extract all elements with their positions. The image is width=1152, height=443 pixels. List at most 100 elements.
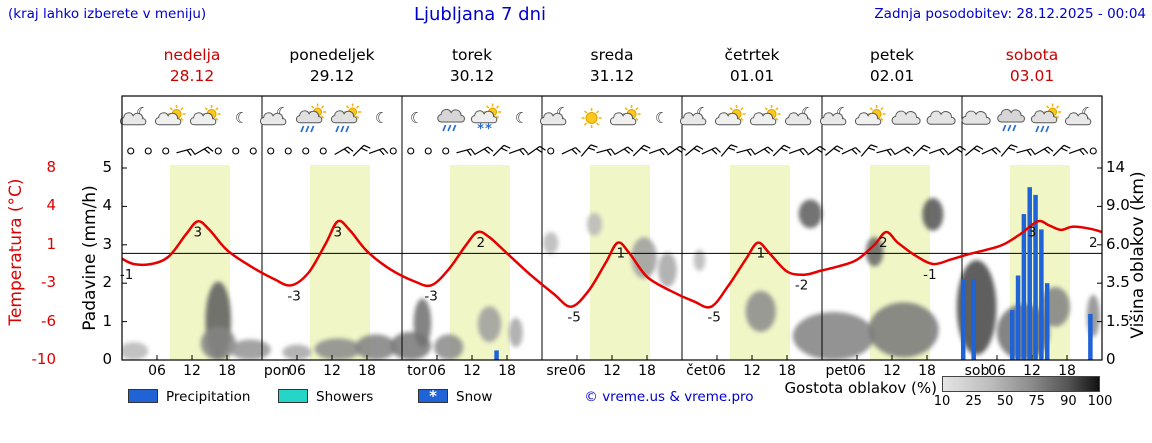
calm-wind-icon bbox=[319, 147, 327, 155]
svg-text:☾: ☾ bbox=[375, 109, 388, 127]
cloud-density-tick: 90 bbox=[1060, 394, 1077, 409]
svg-text:-3: -3 bbox=[424, 288, 437, 304]
calm-wind-icon bbox=[547, 147, 555, 155]
day-name: nedelja bbox=[163, 46, 221, 64]
wind-barb-icon bbox=[456, 148, 476, 156]
wind-barb-icon bbox=[508, 147, 529, 156]
hour-label: 06 bbox=[148, 363, 166, 379]
moon-icon: ☾ bbox=[515, 109, 528, 127]
cloud-moon-icon: ☾ bbox=[259, 104, 289, 126]
wind-barb-icon bbox=[685, 145, 704, 156]
day-name: sobota bbox=[1005, 46, 1059, 64]
cloud-axis-tick: 14 bbox=[1106, 158, 1126, 176]
hour-label: 12 bbox=[323, 363, 341, 379]
calm-wind-icon bbox=[162, 147, 170, 155]
calm-wind-icon bbox=[284, 147, 292, 155]
precip-axis-tick: 4 bbox=[102, 196, 112, 215]
day-header-torek: torek 30.12 bbox=[402, 45, 542, 87]
svg-text:3: 3 bbox=[194, 224, 203, 240]
hour-label: 18 bbox=[1058, 363, 1076, 379]
hour-label: 18 bbox=[218, 363, 236, 379]
cloud-height-axis-ticks: 14 9.0 6.0 3.5 1.5 0 bbox=[1106, 0, 1146, 443]
wind-barb-icon bbox=[894, 146, 914, 156]
svg-text:*: * bbox=[477, 122, 484, 137]
moon-icon: ☾ bbox=[410, 109, 423, 127]
hour-label: 18 bbox=[918, 363, 936, 379]
cloud-axis-tick: 1.5 bbox=[1106, 311, 1130, 330]
hour-label: 06 bbox=[428, 363, 446, 379]
wind-barb-icon bbox=[825, 145, 844, 156]
wind-barb-icon bbox=[614, 146, 634, 156]
cloud-icon bbox=[961, 110, 991, 125]
day-date: 03.01 bbox=[1009, 67, 1055, 85]
calm-wind-icon bbox=[407, 147, 415, 155]
svg-text:-2: -2 bbox=[795, 278, 808, 294]
temp-axis-tick: -10 bbox=[31, 350, 57, 368]
snow-swatch: * bbox=[418, 387, 448, 405]
wind-barb-icon bbox=[596, 148, 616, 156]
snowflake-icon: * bbox=[429, 387, 437, 405]
hour-label: 12 bbox=[603, 363, 621, 379]
svg-text:3: 3 bbox=[334, 224, 343, 240]
day-header-četrtek: četrtek 01.01 bbox=[682, 45, 822, 87]
temp-axis-tick: 4 bbox=[46, 196, 56, 215]
day-abbrev: sre bbox=[546, 363, 568, 379]
calm-wind-icon bbox=[127, 147, 135, 155]
credit-link[interactable]: © vreme.us & vreme.pro bbox=[584, 389, 754, 405]
wind-barb-icon bbox=[1068, 147, 1089, 156]
cloud-moon-icon: ☾ bbox=[1064, 104, 1094, 126]
temp-axis-tick: -3 bbox=[41, 273, 56, 292]
rain-sun-icon bbox=[330, 103, 362, 133]
wind-barb-icon bbox=[912, 144, 931, 157]
cloud-density-tick: 100 bbox=[1087, 394, 1113, 409]
moon-icon: ☾ bbox=[235, 109, 248, 127]
wind-barb-icon bbox=[1052, 144, 1071, 157]
hour-label: 18 bbox=[358, 363, 376, 379]
page-title: Ljubljana 7 dni bbox=[413, 4, 547, 25]
hour-label: 18 bbox=[778, 363, 796, 379]
rain-sun-icon bbox=[1030, 103, 1062, 133]
wind-barb-icon bbox=[632, 144, 651, 157]
wind-barb-icon bbox=[368, 147, 389, 156]
wind-barb-icon bbox=[947, 145, 966, 156]
day-header-ponedeljek: ponedeljek 29.12 bbox=[262, 45, 402, 87]
cloud-moon-icon: ☾ bbox=[119, 104, 149, 126]
hour-label: 18 bbox=[638, 363, 656, 379]
hour-label: 06 bbox=[988, 363, 1006, 379]
hour-label: 12 bbox=[743, 363, 761, 379]
cloud-icon bbox=[891, 110, 921, 125]
wind-barb-icon bbox=[580, 144, 598, 157]
day-date: 02.01 bbox=[869, 67, 915, 85]
plot-frame bbox=[121, 95, 1103, 361]
svg-text:-1: -1 bbox=[923, 267, 936, 283]
snow-label: Snow bbox=[456, 389, 493, 405]
temperature-value-labels: -1 3 -3 3 -3 2 -5 1 -5 1 -2 2 -1 3 2 bbox=[120, 224, 1098, 325]
showers-label: Showers bbox=[316, 389, 374, 405]
day-abbrev: pon bbox=[263, 363, 291, 379]
showers-swatch bbox=[278, 389, 308, 403]
calm-wind-icon bbox=[442, 147, 450, 155]
cloud-density-label: Gostota oblakov (%) bbox=[784, 379, 937, 397]
wind-barb-icon bbox=[701, 147, 721, 155]
svg-text:2: 2 bbox=[879, 235, 888, 251]
cloud-sun-icon bbox=[714, 105, 746, 126]
calm-wind-icon bbox=[144, 147, 152, 155]
svg-text:2: 2 bbox=[476, 235, 485, 251]
wind-barb-icon bbox=[981, 147, 1001, 155]
wind-barb-icon bbox=[1034, 146, 1054, 156]
day-name: petek bbox=[870, 46, 914, 64]
day-header-sobota: sobota 03.01 bbox=[962, 45, 1102, 87]
wind-barb-icon bbox=[754, 146, 774, 156]
hour-label: 06 bbox=[288, 363, 306, 379]
wind-barb-icon bbox=[1000, 144, 1018, 157]
rain-icon bbox=[437, 108, 465, 132]
svg-text:☾: ☾ bbox=[515, 109, 528, 127]
svg-text:3: 3 bbox=[1028, 224, 1037, 240]
day-header-nedelja: nedelja 28.12 bbox=[122, 45, 262, 87]
cloud-sun-icon bbox=[154, 105, 186, 126]
precip-axis-tick: 2 bbox=[102, 273, 112, 292]
menu-hint: (kraj lahko izberete v meniju) bbox=[8, 6, 207, 22]
day-abbrev: tor bbox=[407, 363, 427, 379]
svg-text:2: 2 bbox=[1089, 235, 1098, 251]
